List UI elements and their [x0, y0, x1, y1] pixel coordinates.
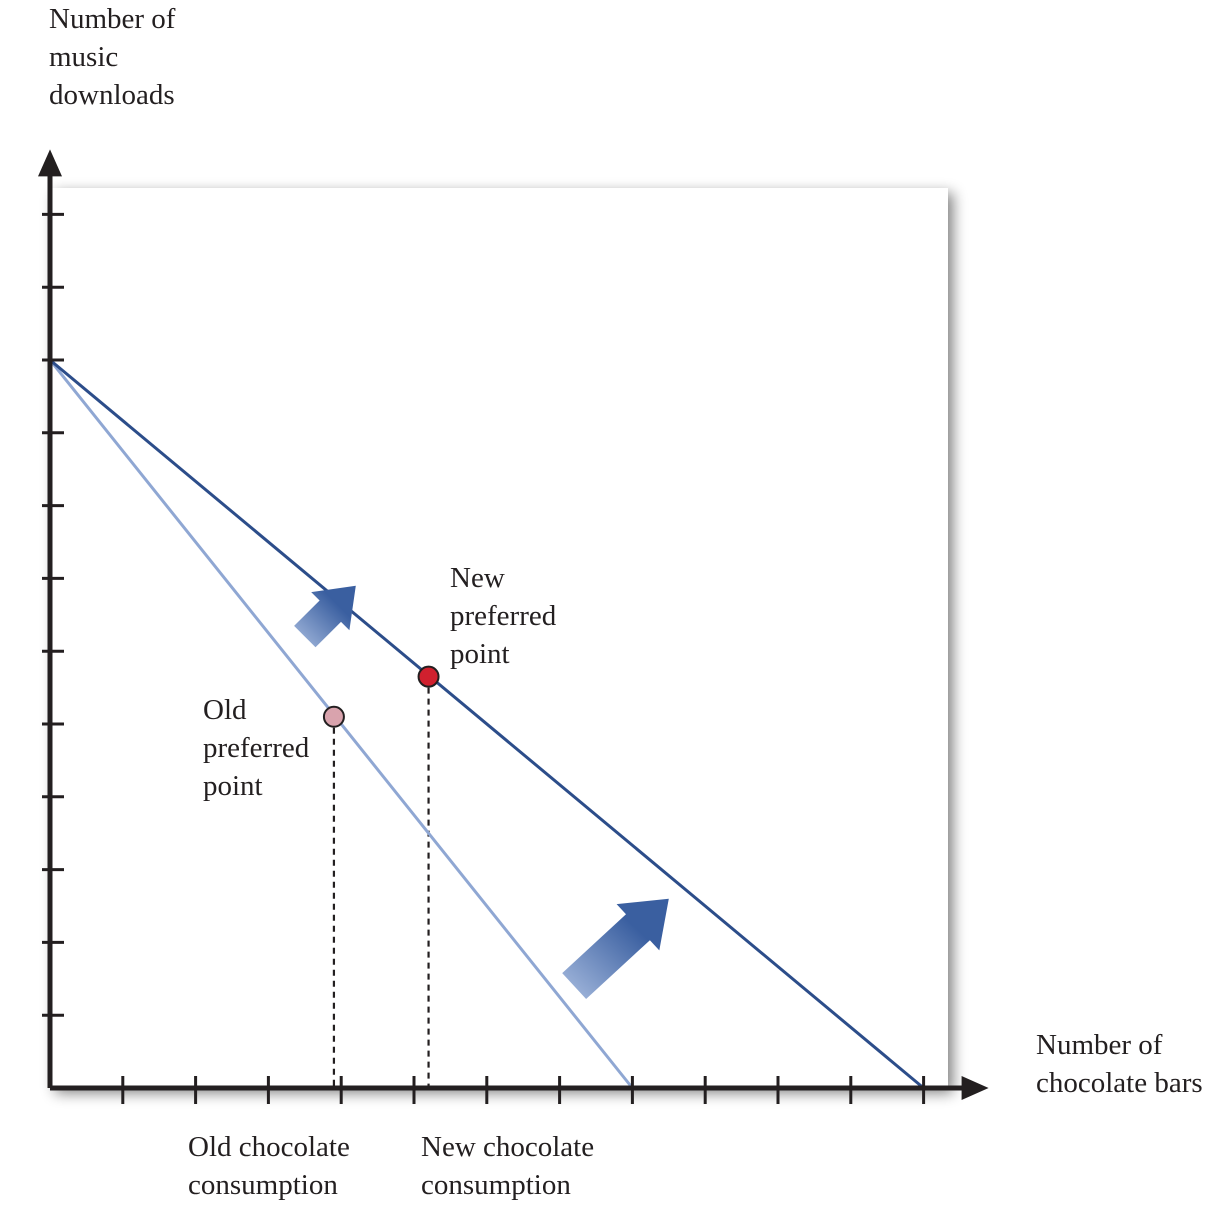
- old-preferred-point: [322, 705, 345, 728]
- y-axis-label: Number of music downloads: [49, 3, 176, 111]
- x-axis-label: Number of chocolate bars: [1036, 1029, 1203, 1099]
- new-chocolate-consumption-label: New chocolate consumption: [421, 1131, 595, 1201]
- small-shift-arrow: [294, 585, 356, 648]
- new-preferred-point: [417, 665, 440, 688]
- large-shift-arrow: [562, 898, 669, 999]
- old-preferred-point-label: Old preferred point: [203, 694, 310, 802]
- x-axis-arrowhead: [961, 1076, 989, 1100]
- new-budget-line: [49, 358, 925, 1090]
- plot-area: [50, 188, 948, 1088]
- old-chocolate-consumption-label: Old chocolate consumption: [188, 1131, 350, 1201]
- y-axis-arrowhead: [38, 149, 62, 177]
- new-preferred-point-label: New preferred point: [450, 562, 557, 670]
